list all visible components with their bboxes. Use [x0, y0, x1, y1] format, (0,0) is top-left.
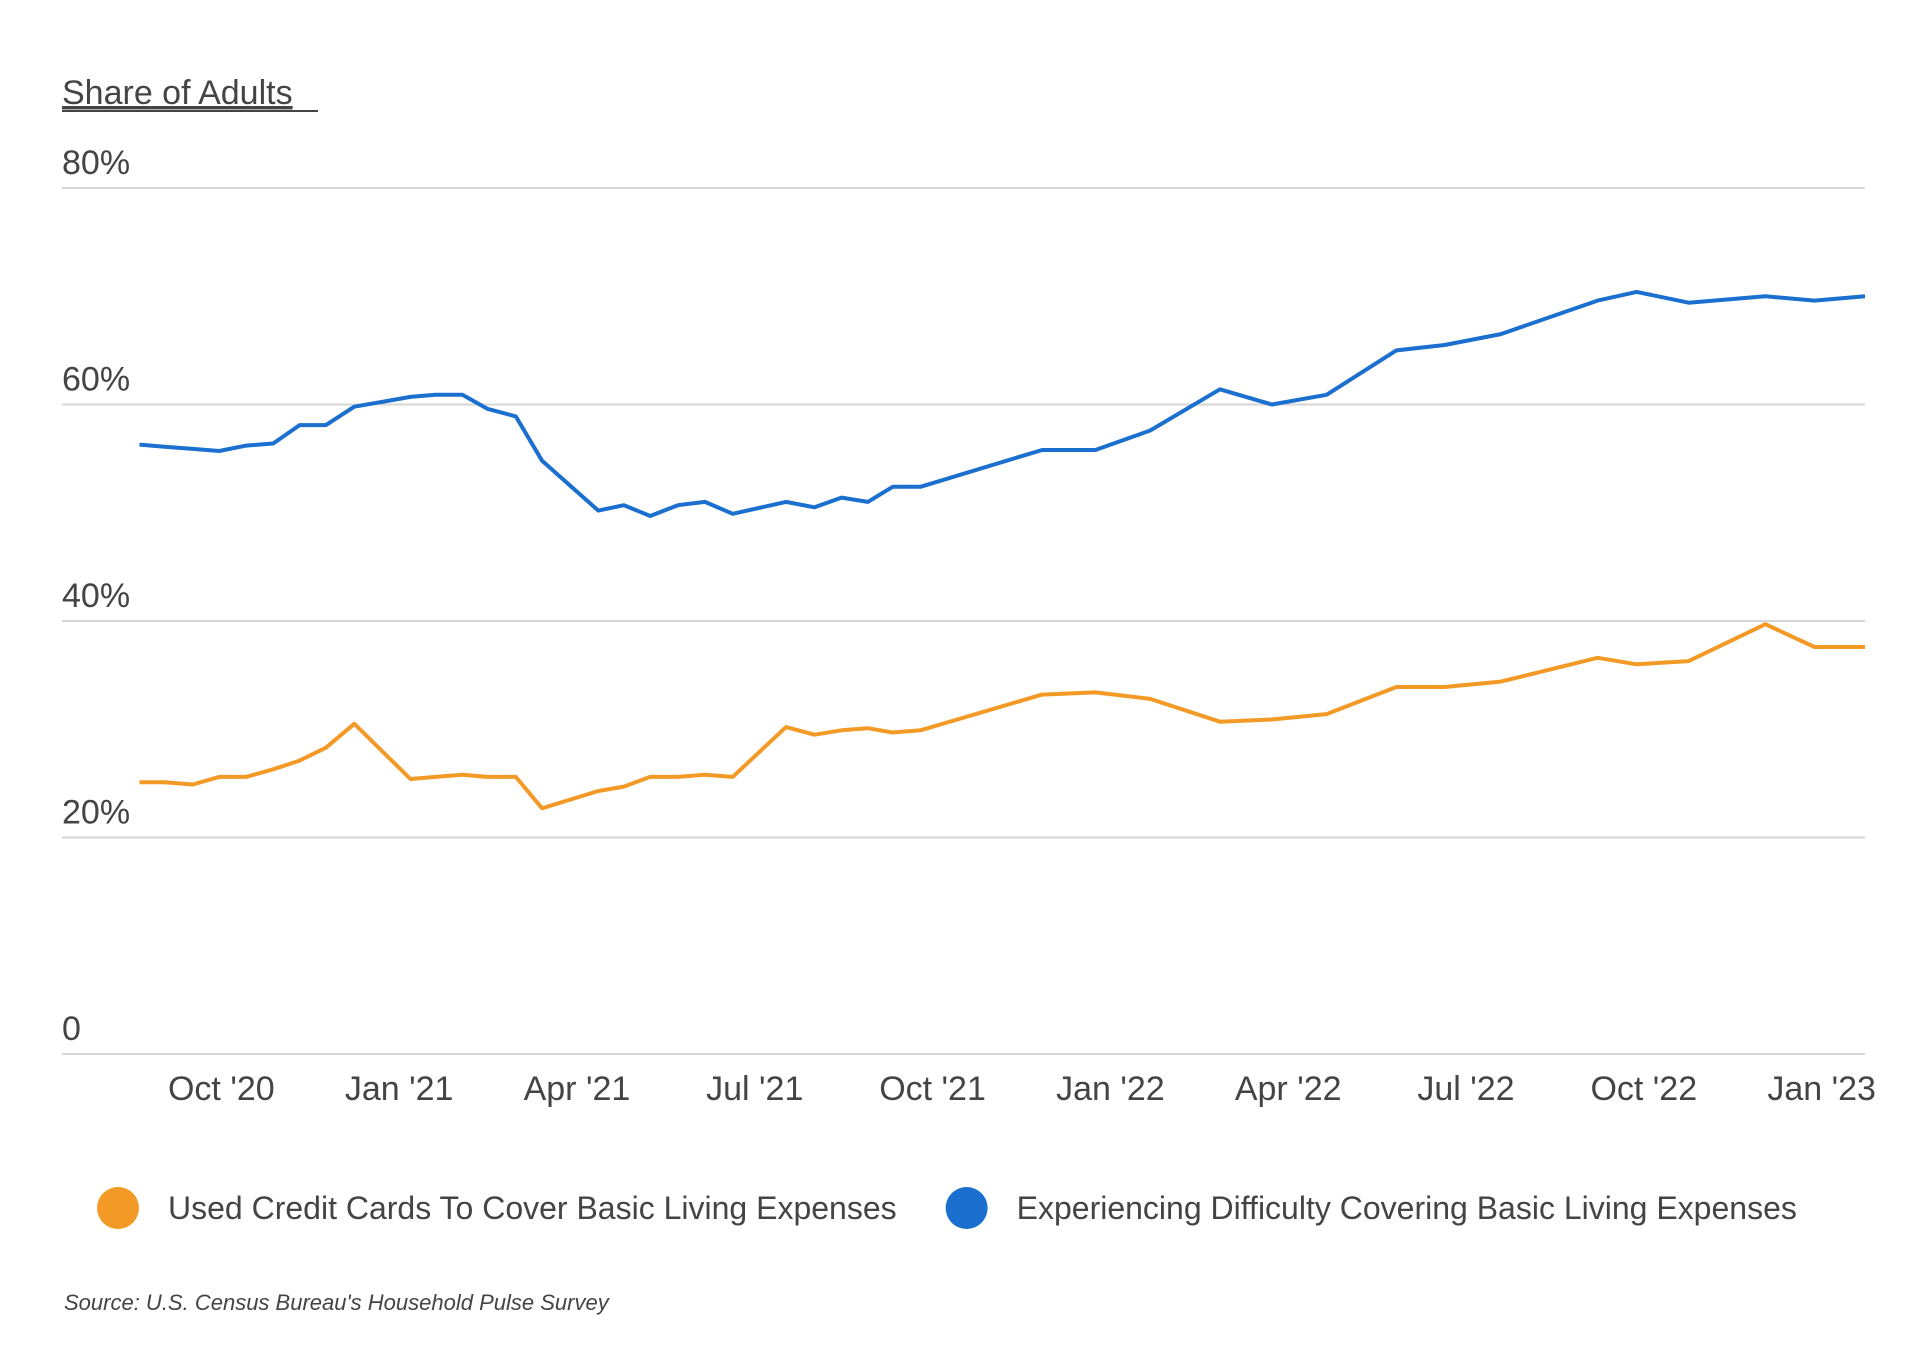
source-note: Source: U.S. Census Bureau's Household P…: [64, 1290, 611, 1315]
y-tick-label: 40%: [62, 577, 130, 615]
y-tick-label: 20%: [62, 794, 130, 832]
x-tick-label: Jan '23: [1767, 1070, 1876, 1108]
chart-title: Share of Adults: [62, 74, 293, 112]
x-tick-label: Oct '21: [879, 1070, 986, 1108]
series-line: [139, 289, 1866, 518]
x-tick-label: Apr '22: [1235, 1070, 1342, 1108]
legend-marker: [945, 1187, 988, 1229]
x-tick-label: Oct '20: [168, 1070, 275, 1108]
legend-label: Used Credit Cards To Cover Basic Living …: [168, 1190, 897, 1226]
y-tick-label: 60%: [62, 361, 130, 399]
x-tick-label: Jul '21: [706, 1070, 803, 1108]
x-tick-label: Apr '21: [524, 1070, 631, 1108]
legend-marker: [97, 1187, 139, 1229]
x-tick-label: Jan '22: [1056, 1070, 1165, 1108]
y-tick-label: 80%: [62, 144, 130, 182]
x-tick-label: Jul '22: [1417, 1070, 1514, 1108]
x-tick-label: Jan '21: [345, 1070, 454, 1108]
x-tick-label: Oct '22: [1590, 1070, 1697, 1108]
y-tick-label: 0: [62, 1010, 81, 1048]
series-line: [139, 622, 1865, 811]
legend-label: Experiencing Difficulty Covering Basic L…: [1017, 1190, 1797, 1226]
